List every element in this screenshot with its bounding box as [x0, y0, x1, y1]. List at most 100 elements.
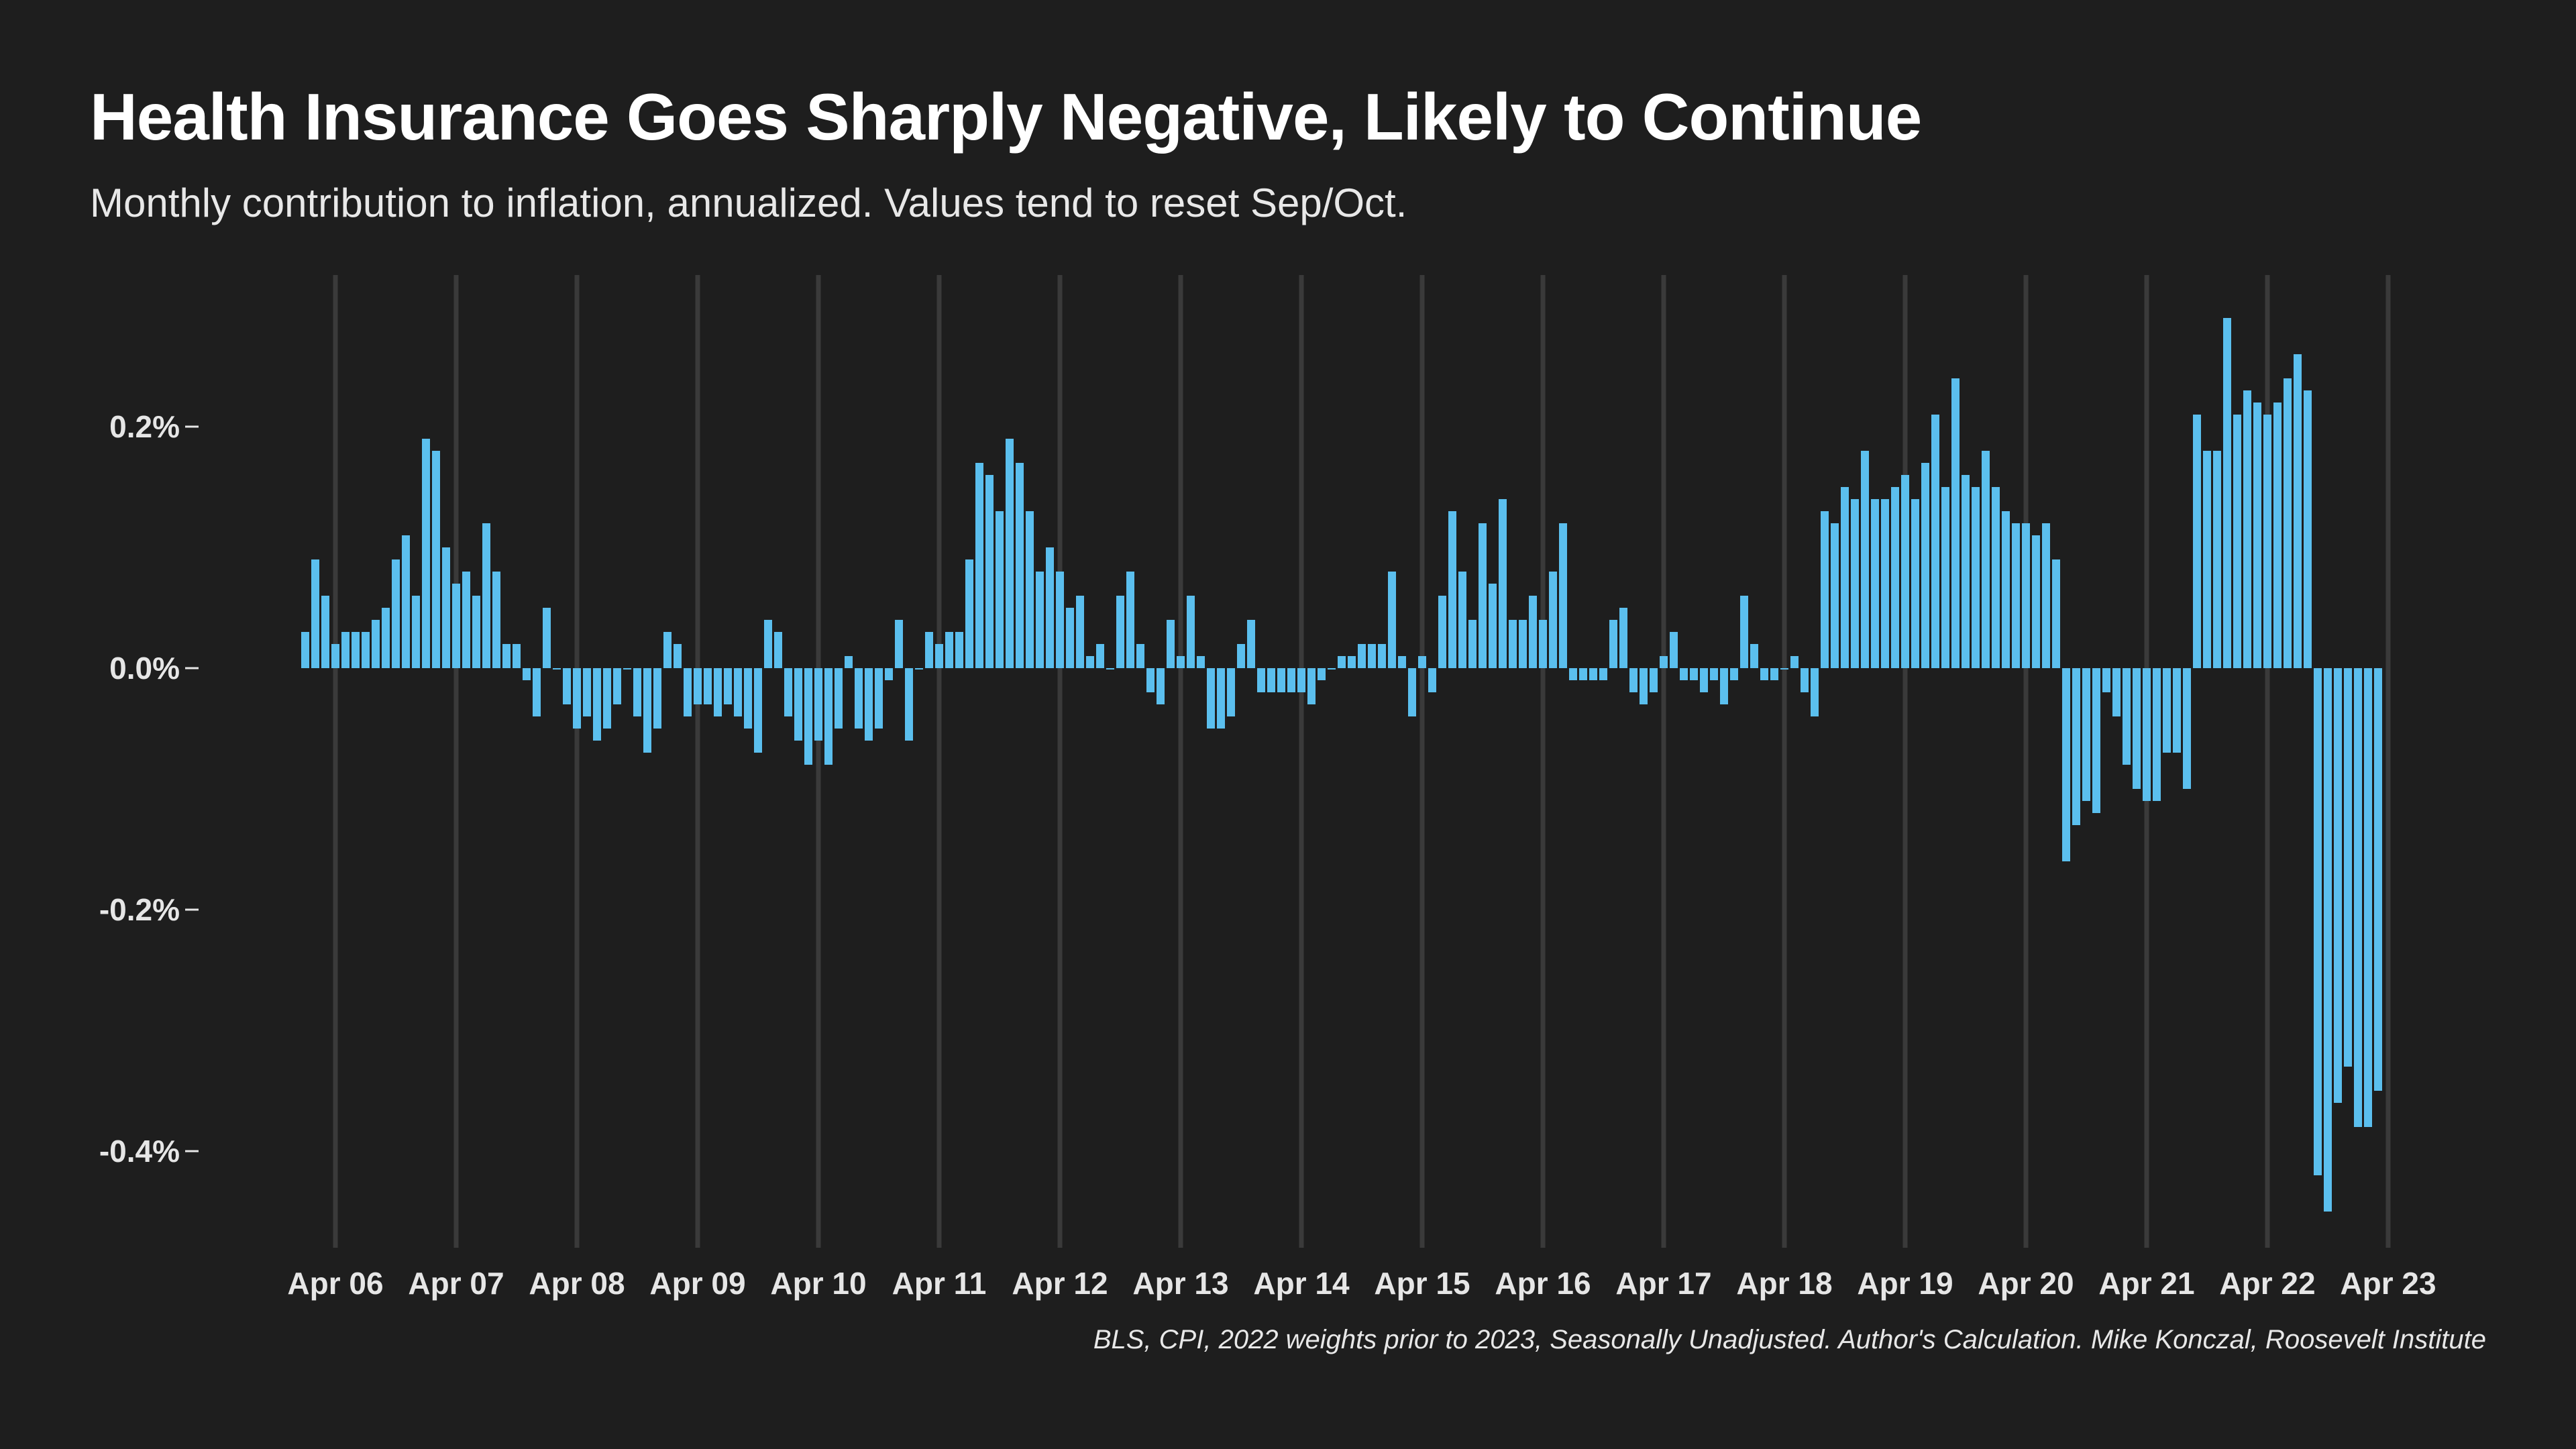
bar	[1036, 572, 1044, 668]
bar	[2032, 535, 2040, 668]
bar	[1026, 511, 1034, 668]
bar	[674, 644, 682, 668]
bar	[472, 596, 480, 668]
bar	[372, 620, 380, 668]
bar	[301, 632, 309, 668]
gridlines	[333, 275, 2391, 1248]
bar	[1328, 668, 1336, 669]
bar	[1267, 668, 1275, 692]
bar	[1941, 487, 1949, 668]
bar	[1730, 668, 1738, 680]
bar	[1388, 572, 1396, 668]
bar	[1670, 632, 1678, 668]
bar	[865, 668, 873, 741]
bar	[1116, 596, 1124, 668]
bar	[1811, 668, 1819, 716]
bar	[935, 644, 943, 668]
bar	[2092, 668, 2100, 813]
bar	[2002, 511, 2010, 668]
bar	[2193, 415, 2201, 668]
bar	[1398, 656, 1406, 668]
bar	[684, 668, 692, 716]
bar	[1770, 668, 1778, 680]
bar	[2062, 668, 2070, 861]
bar	[382, 608, 390, 668]
bar	[2042, 523, 2050, 668]
bar	[1428, 668, 1436, 692]
bar	[855, 668, 863, 729]
bar	[1046, 547, 1054, 668]
x-tick-label: Apr 07	[408, 1266, 504, 1301]
bar	[1378, 644, 1386, 668]
y-axis: 0.2% 0.0% -0.2% -0.4%	[99, 409, 199, 1169]
bar	[1700, 668, 1708, 692]
bar	[1509, 620, 1517, 668]
chart-title: Health Insurance Goes Sharply Negative, …	[90, 80, 1922, 154]
bar	[1982, 451, 1990, 668]
x-tick-label: Apr 18	[1736, 1266, 1832, 1301]
bar	[653, 668, 661, 729]
bar	[2143, 668, 2151, 801]
bar	[754, 668, 762, 753]
bar	[704, 668, 712, 704]
bar	[1629, 668, 1638, 692]
bar	[412, 596, 420, 668]
bar	[1640, 668, 1648, 704]
bar	[1247, 620, 1255, 668]
bar	[1237, 644, 1245, 668]
bar	[1690, 668, 1698, 680]
bar	[1549, 572, 1557, 668]
x-tick-label: Apr 10	[770, 1266, 866, 1301]
x-tick-label: Apr 06	[287, 1266, 383, 1301]
bar	[643, 668, 651, 753]
bar	[744, 668, 752, 729]
bar	[1136, 644, 1144, 668]
bar	[1660, 656, 1668, 668]
bar	[2233, 415, 2241, 668]
bar	[1539, 620, 1547, 668]
bar	[2223, 318, 2231, 668]
bar	[794, 668, 802, 741]
bar	[492, 572, 500, 668]
bar	[2324, 668, 2332, 1212]
bar	[764, 620, 772, 668]
bar	[774, 632, 782, 668]
x-tick-label: Apr 11	[892, 1266, 987, 1301]
x-tick-label: Apr 16	[1495, 1266, 1591, 1301]
bar	[2012, 523, 2020, 668]
bar	[2304, 390, 2312, 668]
bar	[955, 632, 963, 668]
x-tick-label: Apr 23	[2340, 1266, 2436, 1301]
bar	[985, 475, 994, 668]
bar	[2273, 402, 2282, 668]
bar	[1479, 523, 1487, 668]
bar	[442, 547, 450, 668]
bar	[814, 668, 822, 741]
bar	[1458, 572, 1466, 668]
bar	[1529, 596, 1537, 668]
x-tick-label: Apr 09	[649, 1266, 745, 1301]
bar	[824, 668, 833, 765]
bar	[613, 668, 621, 704]
bar	[2374, 668, 2382, 1091]
bar	[1287, 668, 1295, 692]
bar	[2243, 390, 2251, 668]
bar	[975, 463, 983, 668]
bar	[452, 584, 460, 668]
bar	[1871, 499, 1879, 668]
bar	[2133, 668, 2141, 789]
bar	[1096, 644, 1104, 668]
bar	[593, 668, 601, 741]
bar	[1418, 656, 1426, 668]
bar	[523, 668, 531, 680]
bar	[623, 668, 631, 669]
bar	[2294, 354, 2302, 668]
bar	[1227, 668, 1235, 716]
bar	[965, 559, 973, 668]
bar	[1318, 668, 1326, 680]
bar	[1599, 668, 1607, 680]
y-tick-label: 0.2%	[109, 409, 180, 444]
bars	[301, 318, 2382, 1212]
bar	[1760, 668, 1768, 680]
